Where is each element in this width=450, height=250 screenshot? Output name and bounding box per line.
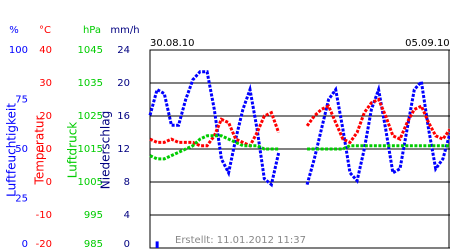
axis-unit: mm/h	[110, 25, 139, 36]
y-tick-label: -20	[36, 239, 52, 250]
y-tick-label: 0	[46, 177, 52, 188]
x-tick-label: 05.09.10	[405, 38, 450, 49]
y-tick-label: -10	[36, 210, 52, 221]
y-tick-label: 8	[124, 177, 130, 188]
axis-unit: hPa	[83, 25, 101, 36]
series-line	[149, 134, 450, 161]
axis-title: Luftfeuchtigkeit	[5, 103, 19, 197]
y-tick-label: 10	[39, 144, 52, 155]
y-tick-label: 12	[117, 144, 130, 155]
created-note: Erstellt: 11.01.2012 11:37	[175, 235, 306, 246]
y-tick-label: 1035	[78, 78, 103, 89]
y-tick-label: 16	[117, 111, 130, 122]
y-tick-label: 20	[39, 111, 52, 122]
axis-unit: °C	[39, 25, 51, 36]
y-tick-label: 1025	[78, 111, 103, 122]
bar	[155, 241, 159, 248]
y-tick-label: 24	[117, 45, 130, 56]
axis-title: Temperatur	[33, 115, 47, 185]
y-tick-label: 995	[84, 210, 103, 221]
y-tick-label: 4	[124, 210, 130, 221]
axis-unit: %	[9, 25, 19, 36]
y-tick-label: 1005	[78, 177, 103, 188]
y-tick-label: 100	[9, 45, 28, 56]
x-tick-label: 30.08.10	[150, 38, 195, 49]
y-tick-label: 20	[117, 78, 130, 89]
y-tick-label: 30	[39, 78, 52, 89]
y-tick-label: 985	[84, 239, 103, 250]
y-tick-label: 0	[124, 239, 130, 250]
y-tick-label: 0	[22, 239, 28, 250]
axis-title: Luftdruck	[66, 122, 80, 179]
y-tick-label: 1015	[78, 144, 103, 155]
y-tick-label: 40	[39, 45, 52, 56]
y-tick-label: 1045	[78, 45, 103, 56]
y-tick-label: 50	[15, 144, 28, 155]
axis-title: Niederschlag	[99, 111, 113, 189]
y-tick-label: 25	[15, 194, 28, 205]
y-tick-label: 75	[15, 95, 28, 106]
series-line	[149, 97, 450, 148]
